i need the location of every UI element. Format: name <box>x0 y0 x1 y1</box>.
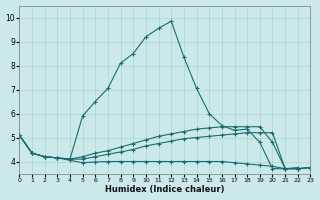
X-axis label: Humidex (Indice chaleur): Humidex (Indice chaleur) <box>105 185 225 194</box>
